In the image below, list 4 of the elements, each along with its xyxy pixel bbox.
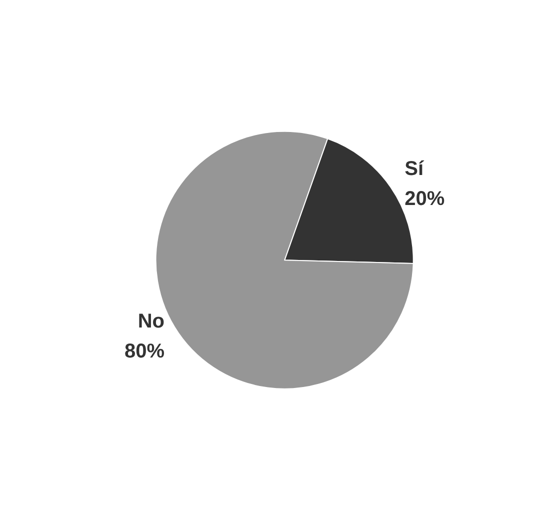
slice-label: Sí <box>404 158 425 180</box>
slice-label: No <box>138 310 165 332</box>
data-label: 80% <box>124 340 165 362</box>
data-label: 20% <box>404 188 445 210</box>
